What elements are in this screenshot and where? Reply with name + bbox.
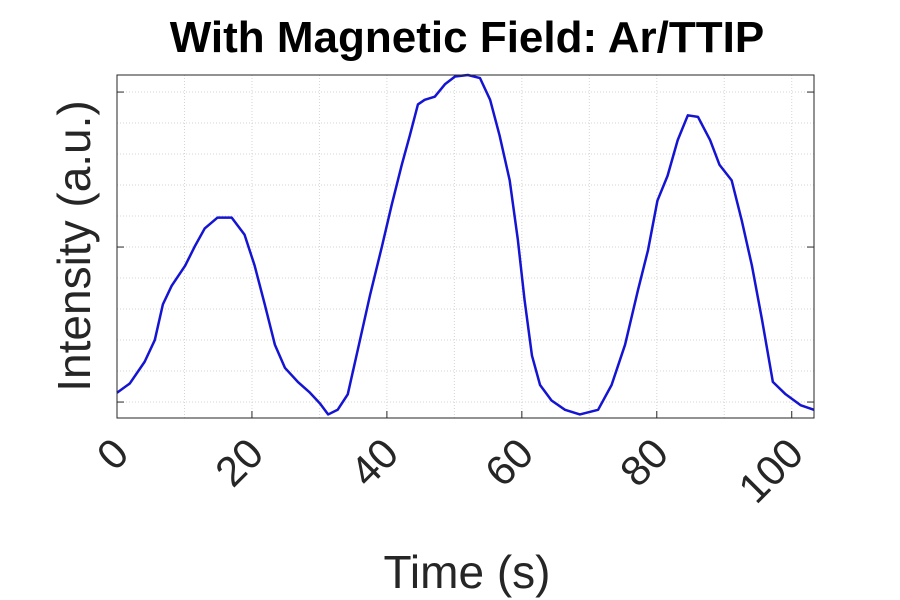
x-axis-label: Time (s) (384, 546, 551, 598)
chart-title: With Magnetic Field: Ar/TTIP (170, 13, 764, 62)
data-line (116, 73, 815, 416)
axes-box (116, 74, 815, 419)
plot-area (116, 73, 815, 416)
y-axis-label: Intensity (a.u.) (48, 100, 100, 391)
grid (116, 75, 814, 418)
